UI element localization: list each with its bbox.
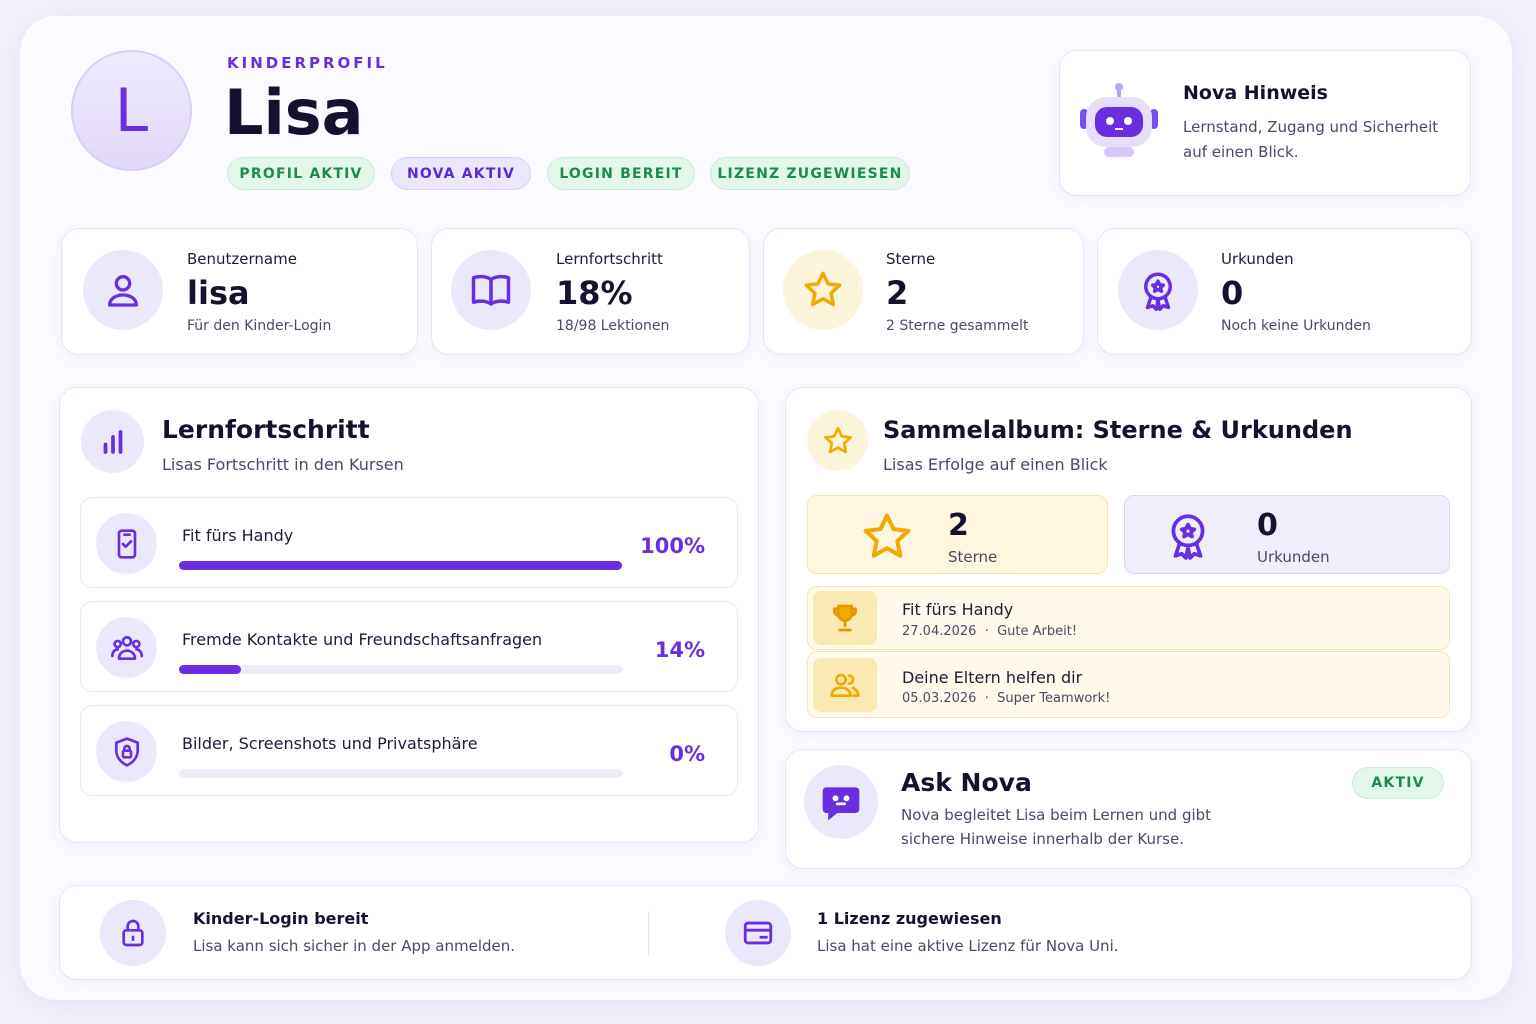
achievement-note: Gute Arbeit! [997, 624, 1078, 639]
ask-nova-text: Nova begleitet Lisa beim Lernen und gibt… [901, 806, 1212, 848]
panel-subtitle: Lisas Erfolge auf einen Blick [883, 455, 1108, 474]
stat-note: Noch keine Urkunden [1221, 318, 1371, 334]
achievement-title: Fit fürs Handy [902, 600, 1014, 619]
achievement-note: Super Teamwork! [997, 691, 1111, 706]
achievement-title: Deine Eltern helfen dir [902, 668, 1083, 687]
stat-label: Urkunden [1221, 250, 1294, 268]
hint-title: Nova Hinweis [1183, 82, 1328, 104]
progress-label: 100% [640, 534, 705, 558]
progress-bar [179, 665, 242, 674]
ask-nova-card [785, 749, 1472, 869]
footer-text: Lisa hat eine aktive Lizenz für Nova Uni… [817, 937, 1119, 955]
star-icon [783, 250, 863, 330]
footer-title: Kinder-Login bereit [193, 909, 369, 928]
user-icon [83, 250, 163, 330]
progress-track [179, 769, 622, 778]
achievement: Deine Eltern helfen dir 05.03.2026 · Sup… [807, 651, 1450, 718]
robot-icon [1080, 83, 1158, 157]
ask-nova-title: Ask Nova [901, 768, 1032, 797]
progress-label: 14% [654, 638, 705, 662]
footer-title: 1 Lizenz zugewiesen [817, 909, 1002, 928]
badge: LOGIN BEREIT [547, 157, 695, 190]
stat-value: lisa [187, 274, 250, 312]
progress-track [179, 665, 622, 674]
award-icon [1118, 250, 1198, 330]
hint-card: Nova Hinweis Lernstand, Zugang und Siche… [1059, 50, 1471, 196]
course-icon [96, 721, 157, 782]
footer-text: Lisa kann sich sicher in der App anmelde… [193, 937, 516, 955]
course-row: Fit fürs Handy 100% [80, 497, 738, 588]
course-row: Bilder, Screenshots und Privatsphäre 0% [80, 705, 738, 796]
avatar: L [71, 50, 192, 171]
stat-note: 18/98 Lektionen [556, 318, 670, 334]
stat-value: 18% [556, 274, 633, 312]
panel-title: Sammelalbum: Sterne & Urkunden [883, 416, 1353, 444]
progress-bar [179, 561, 622, 570]
achievement-date: 05.03.2026 [902, 691, 977, 706]
panel-title: Lernfortschritt [162, 415, 370, 444]
course-icon [96, 617, 157, 678]
course-name: Fremde Kontakte und Freundschaftsanfrage… [182, 630, 543, 649]
stat-note: Für den Kinder-Login [187, 318, 332, 334]
awards-summary: 0 Urkunden [1124, 495, 1450, 574]
lock-icon [100, 900, 166, 966]
summary-value: 0 [1257, 508, 1278, 543]
achievement: Fit fürs Handy 27.04.2026 · Gute Arbeit! [807, 586, 1450, 650]
progress-label: 0% [669, 742, 705, 766]
panel-subtitle: Lisas Fortschritt in den Kursen [162, 455, 404, 474]
summary-label: Urkunden [1257, 548, 1330, 566]
badge: NOVA AKTIV [391, 157, 531, 190]
progress-panel [59, 387, 759, 843]
status-badge: AKTIV [1352, 767, 1444, 799]
chart-icon [81, 410, 144, 473]
chat-icon [804, 765, 878, 839]
profile-name: Lisa [224, 76, 364, 149]
divider [648, 911, 649, 956]
card-icon [725, 900, 791, 966]
badge: PROFIL AKTIV [227, 157, 375, 190]
course-icon [96, 513, 157, 574]
stat-value: 0 [1221, 274, 1244, 312]
hint-text: Lernstand, Zugang und Sicherheit auf ein… [1183, 118, 1439, 161]
stat-note: 2 Sterne gesammelt [886, 318, 1029, 334]
stat-value: 2 [886, 274, 909, 312]
course-name: Fit fürs Handy [182, 526, 294, 545]
avatar-letter: L [114, 75, 149, 146]
stat-label: Lernfortschritt [556, 250, 663, 268]
achievement-date: 27.04.2026 [902, 624, 977, 639]
stat-label: Benutzername [187, 250, 297, 268]
eyebrow: KINDERPROFIL [227, 54, 388, 72]
summary-label: Sterne [948, 548, 998, 566]
course-row: Fremde Kontakte und Freundschaftsanfrage… [80, 601, 738, 692]
book-icon [451, 250, 531, 330]
star-icon [807, 410, 868, 471]
summary-value: 2 [948, 508, 969, 543]
stars-summary: 2 Sterne [807, 495, 1108, 574]
progress-track [179, 561, 622, 570]
stat-label: Sterne [886, 250, 936, 268]
course-name: Bilder, Screenshots und Privatsphäre [182, 734, 478, 753]
badge: LIZENZ ZUGEWIESEN [710, 157, 910, 190]
